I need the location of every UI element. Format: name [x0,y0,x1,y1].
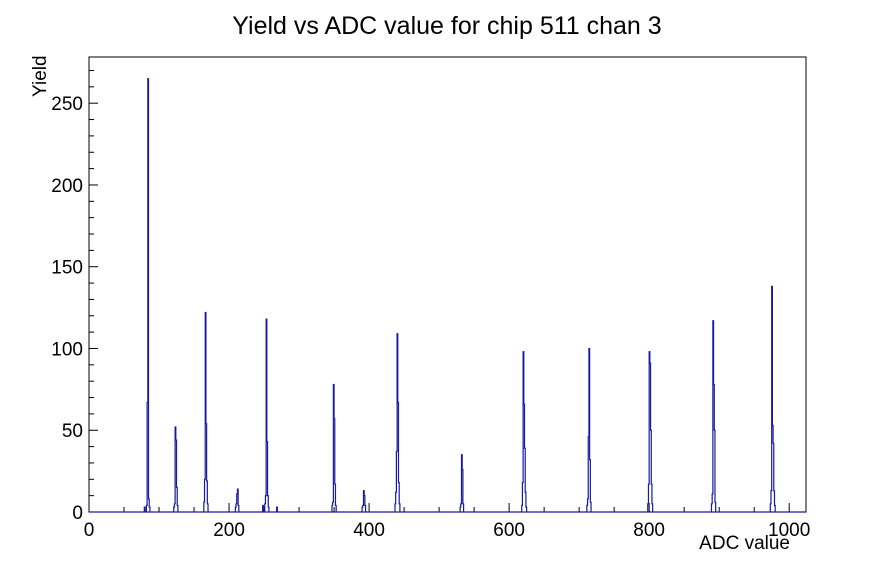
plot-frame [88,56,807,513]
y-tick-label-50: 50 [62,421,83,442]
y-tick-label-0: 0 [72,503,83,524]
chart-title: Yield vs ADC value for chip 511 chan 3 [232,12,661,40]
x-tick-label-200: 200 [213,520,245,541]
x-tick-label-1000: 1000 [768,520,810,541]
y-tick-label-250: 250 [51,94,83,115]
y-axis-ticks: 0 50 100 150 200 250 [51,69,98,524]
y-axis-title: Yield [30,55,51,97]
y-tick-label-200: 200 [51,176,83,197]
x-tick-label-0: 0 [84,520,95,541]
x-tick-label-600: 600 [493,520,525,541]
plot-area: 0 200 400 600 800 1000 0 50 100 150 200 250 [51,56,810,541]
x-axis-ticks: 0 200 400 600 800 1000 [84,503,810,541]
x-tick-label-800: 800 [633,520,665,541]
x-axis-title: ADC value [699,533,790,554]
y-tick-label-150: 150 [51,258,83,279]
x-tick-label-400: 400 [353,520,385,541]
histogram-line [89,78,806,513]
y-tick-label-100: 100 [51,339,83,360]
